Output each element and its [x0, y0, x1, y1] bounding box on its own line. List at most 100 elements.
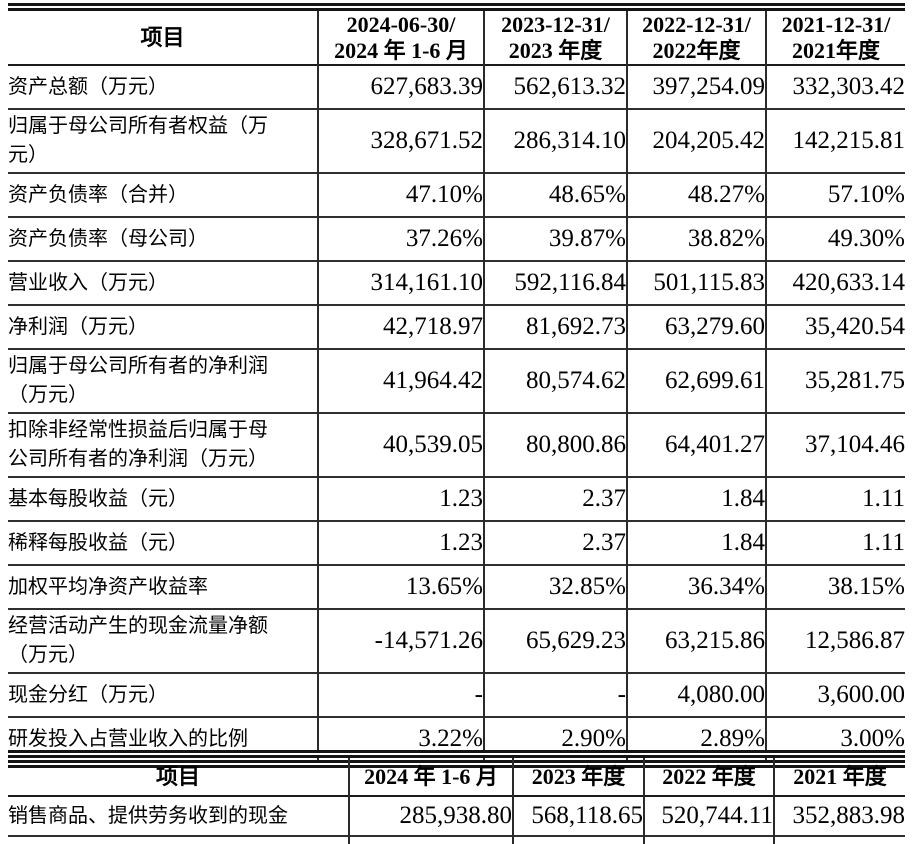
table-row: 资产总额（万元） 627,683.39 562,613.32 397,254.09 33…: [8, 65, 905, 109]
row-label-cell: 销售商品、提供劳务收到的现金: [8, 804, 288, 827]
key-indicators-table: 项目 2024-06-30/2024 年 1-6 月 2023-12-31/2023…: [8, 11, 905, 760]
value-cell: 35,420.54: [765, 305, 905, 349]
clipped-partial-row: [8, 836, 905, 844]
item-column-header: 项目: [8, 758, 349, 796]
value-cell: 80,574.62: [483, 349, 627, 413]
value-cell: 47.10%: [317, 173, 484, 217]
table-row: 加权平均净资产收益率 13.65% 32.85% 36.34% 38.15%: [8, 565, 905, 609]
header-line: 2023-12-31/: [501, 11, 610, 37]
table-row: 营业收入（万元） 314,161.10 592,116.84 501,115.83 42…: [8, 261, 905, 305]
row-label-cell: 净利润（万元）: [8, 315, 148, 338]
period-column-header: 2024-06-30/2024 年 1-6 月: [317, 11, 484, 65]
value-cell: 63,279.60: [626, 305, 766, 349]
header-line: 2023 年度: [531, 763, 626, 789]
value-cell: 48.27%: [626, 173, 766, 217]
value-cell: 4,080.00: [626, 673, 766, 717]
row-label-cell: 资产负债率（合并）: [8, 183, 188, 206]
value-cell: 2.37: [483, 521, 627, 565]
row-label-cell: 经营活动产生的现金流量净额 （万元）: [8, 615, 268, 666]
value-cell: 314,161.10: [317, 261, 484, 305]
value-cell: 80,800.86: [483, 413, 627, 477]
value-cell: 397,254.09: [626, 65, 766, 109]
table-row: 归属于母公司所有者权益（万 元） 328,671.52 286,314.10 204,…: [8, 109, 905, 173]
value-cell: 3,600.00: [765, 673, 905, 717]
value-cell: [773, 836, 905, 844]
value-cell: 142,215.81: [765, 109, 905, 173]
value-cell: 328,671.52: [317, 109, 484, 173]
period-column-header: 2021-12-31/2021年度: [765, 11, 905, 65]
value-cell: 36.34%: [626, 565, 766, 609]
header-line: 2024 年 1-6 月: [364, 763, 498, 789]
table-row: 经营活动产生的现金流量净额 （万元） -14,571.26 65,629.23 63,…: [8, 609, 905, 673]
header-row: 项目 2024-06-30/2024 年 1-6 月 2023-12-31/2023…: [8, 11, 905, 65]
value-cell: 65,629.23: [483, 609, 627, 673]
header-line: 2022 年度: [662, 763, 756, 789]
value-cell: [512, 836, 644, 844]
value-cell: 204,205.42: [626, 109, 766, 173]
item-column-header: 项目: [8, 11, 318, 65]
header-line: 项目: [140, 24, 185, 50]
value-cell: [643, 836, 774, 844]
value-cell: 42,718.97: [317, 305, 484, 349]
value-cell: -14,571.26: [317, 609, 484, 673]
value-cell: 38.82%: [626, 217, 766, 261]
row-label-cell: [8, 836, 349, 844]
period-column-header: 2022 年度: [643, 758, 774, 796]
value-cell: 37,104.46: [765, 413, 905, 477]
header-line: 2023 年度: [508, 37, 603, 63]
value-cell: 40,539.05: [317, 413, 484, 477]
cash-flow-table-section: 项目 2024 年 1-6 月 2023 年度 2022 年度 2021 年度 销售商品…: [8, 750, 905, 844]
header-line: 2022年度: [652, 37, 741, 63]
value-cell: 1.84: [626, 521, 766, 565]
row-label-cell: 基本每股收益（元）: [8, 487, 188, 510]
value-cell: 1.23: [317, 521, 484, 565]
header-row: 项目 2024 年 1-6 月 2023 年度 2022 年度 2021 年度: [8, 758, 905, 796]
header-line: 2024-06-30/: [346, 11, 456, 37]
table-row: 现金分红（万元） - -4,080.00 3,600.00: [8, 673, 905, 717]
row-label-cell: 加权平均净资产收益率: [8, 575, 208, 598]
value-cell: 41,964.42: [317, 349, 484, 413]
value-cell: 568,118.65: [512, 796, 644, 836]
value-cell: 520,744.11: [643, 796, 774, 836]
table-row: 归属于母公司所有者的净利润 （万元） 41,964.42 80,574.62 62,6…: [8, 349, 905, 413]
header-line: 2022-12-31/: [642, 11, 751, 37]
value-cell: 501,115.83: [626, 261, 766, 305]
cash-flow-table: 项目 2024 年 1-6 月 2023 年度 2022 年度 2021 年度 销售商品…: [8, 758, 905, 844]
value-cell: 39.87%: [483, 217, 627, 261]
table-top-double-rule: [8, 3, 905, 11]
value-cell: 38.15%: [765, 565, 905, 609]
table-row: 销售商品、提供劳务收到的现金 285,938.80 568,118.65 520,74…: [8, 796, 905, 836]
table-row: 净利润（万元） 42,718.97 81,692.73 63,279.60 35,420…: [8, 305, 905, 349]
table-row: 基本每股收益（元） 1.23 2.37 1.84 1.11: [8, 477, 905, 521]
key-indicators-table-section: 项目 2024-06-30/2024 年 1-6 月 2023-12-31/2023…: [8, 3, 905, 768]
value-cell: 592,116.84: [483, 261, 627, 305]
table-row: 稀释每股收益（元） 1.23 2.37 1.84 1.11: [8, 521, 905, 565]
value-cell: 13.65%: [317, 565, 484, 609]
period-column-header: 2021 年度: [773, 758, 905, 796]
value-cell: 62,699.61: [626, 349, 766, 413]
value-cell: 1.11: [765, 477, 905, 521]
value-cell: 352,883.98: [773, 796, 905, 836]
table-row: 扣除非经常性损益后归属于母 公司所有者的净利润（万元） 40,539.05 80,8…: [8, 413, 905, 477]
row-label-cell: 扣除非经常性损益后归属于母 公司所有者的净利润（万元）: [8, 419, 268, 470]
table-row: 资产负债率（母公司） 37.26% 39.87% 38.82% 49.30%: [8, 217, 905, 261]
value-cell: 49.30%: [765, 217, 905, 261]
value-cell: 1.84: [626, 477, 766, 521]
value-cell: 332,303.42: [765, 65, 905, 109]
header-line: 2021-12-31/: [781, 11, 891, 37]
row-label-cell: 研发投入占营业收入的比例: [8, 727, 248, 750]
value-cell: -: [317, 673, 484, 717]
value-cell: 286,314.10: [483, 109, 627, 173]
value-cell: 285,938.80: [348, 796, 513, 836]
value-cell: 37.26%: [317, 217, 484, 261]
period-column-header: 2023-12-31/2023 年度: [483, 11, 627, 65]
value-cell: 627,683.39: [317, 65, 484, 109]
period-column-header: 2022-12-31/2022年度: [626, 11, 766, 65]
header-line: 2021 年度: [793, 763, 887, 789]
value-cell: 63,215.86: [626, 609, 766, 673]
period-column-header: 2024 年 1-6 月: [348, 758, 513, 796]
row-label-cell: 营业收入（万元）: [8, 271, 168, 294]
value-cell: 2.37: [483, 477, 627, 521]
header-line: 项目: [155, 763, 200, 789]
